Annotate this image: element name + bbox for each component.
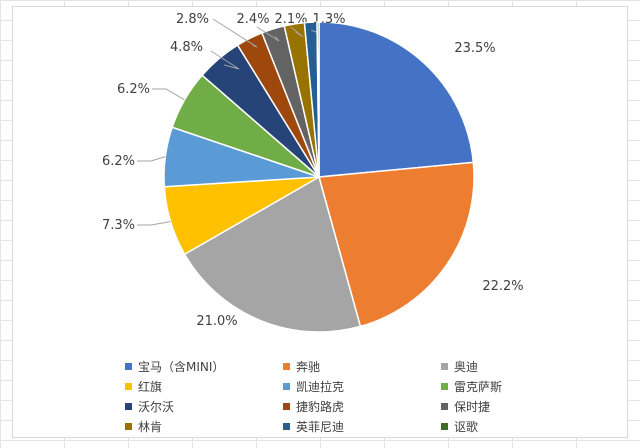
legend-item[interactable]: 沃尔沃 [125, 397, 283, 415]
legend-item[interactable]: 保时捷 [441, 397, 599, 415]
legend-item[interactable]: 奥迪 [441, 357, 599, 375]
leader-line [137, 221, 171, 226]
data-label: 2.1% [274, 12, 307, 27]
legend-item[interactable]: 奔驰 [283, 357, 441, 375]
legend-swatch [441, 402, 448, 410]
legend-label: 宝马（含MINI） [138, 359, 225, 374]
legend-label: 讴歌 [454, 419, 479, 434]
pie-chart: 23.5% 22.2% 21.0% 7.3% 6.2% 6.2% 4.8% 2.8% 2.4% 2… [102, 12, 524, 333]
legend-swatch [125, 382, 132, 390]
pie-slice[interactable] [318, 21, 475, 178]
legend-item[interactable]: 雷克萨斯 [441, 377, 599, 395]
legend-label: 雷克萨斯 [454, 379, 503, 394]
legend-item[interactable]: 讴歌 [441, 417, 599, 435]
leader-line [152, 88, 185, 101]
legend-item[interactable]: 凯迪拉克 [283, 377, 441, 395]
data-label: 23.5% [454, 41, 495, 56]
legend-label: 林肯 [138, 419, 163, 434]
legend-swatch [125, 402, 132, 410]
data-label: 6.2% [117, 82, 150, 97]
legend-item[interactable]: 英菲尼迪 [283, 417, 441, 435]
legend-swatch [441, 362, 448, 370]
data-label: 6.2% [102, 154, 135, 169]
legend-label: 英菲尼迪 [296, 419, 345, 434]
pie-slice[interactable] [318, 161, 475, 328]
legend-swatch [283, 422, 290, 430]
data-label: 22.2% [482, 279, 523, 294]
legend-label: 红旗 [138, 379, 163, 394]
legend-swatch [283, 382, 290, 390]
leader-line [210, 50, 240, 70]
legend-label: 凯迪拉克 [296, 379, 345, 394]
leader-line [137, 156, 166, 162]
data-label: 21.0% [196, 314, 237, 329]
legend-item[interactable]: 宝马（含MINI） [125, 357, 283, 375]
legend-swatch [125, 422, 132, 430]
pie-slice[interactable] [183, 175, 362, 333]
legend-item[interactable]: 林肯 [125, 417, 283, 435]
legend-swatch [441, 422, 448, 430]
data-label: 2.4% [236, 12, 269, 27]
legend-label: 奥迪 [454, 359, 479, 374]
legend-item[interactable]: 捷豹路虎 [283, 397, 441, 415]
legend-swatch [441, 382, 448, 390]
legend-label: 保时捷 [454, 399, 491, 414]
data-label: 4.8% [170, 40, 203, 55]
data-label: 2.8% [176, 12, 209, 27]
pie-slice[interactable] [316, 21, 320, 178]
leader-line [290, 26, 304, 38]
legend-swatch [125, 362, 132, 370]
legend-swatch [283, 402, 290, 410]
legend-label: 奔驰 [296, 359, 321, 374]
legend-label: 捷豹路虎 [296, 399, 345, 414]
data-label: 1.3% [312, 12, 345, 27]
legend-label: 沃尔沃 [138, 399, 175, 414]
legend-swatch [283, 362, 290, 370]
legend: 宝马（含MINI） 奔驰 奥迪红旗 凯迪拉克 雷克萨斯沃尔沃 捷豹路虎 保时捷林肯 英菲尼迪 讴… [125, 357, 605, 435]
leader-line [212, 18, 258, 48]
data-label: 7.3% [102, 218, 135, 233]
legend-item[interactable]: 红旗 [125, 377, 283, 395]
chart-area[interactable]: 23.5% 22.2% 21.0% 7.3% 6.2% 6.2% 4.8% 2.8% 2.4% 2… [12, 6, 628, 438]
leader-line [256, 26, 280, 42]
